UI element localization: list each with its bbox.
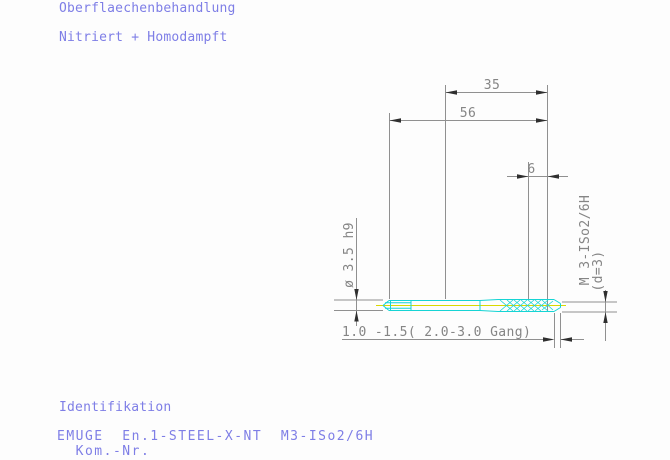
dim-label-56: 56 <box>460 106 476 121</box>
surface-treatment-value: Nitriert + Homodampft <box>59 30 228 45</box>
dim-label-35: 35 <box>484 78 500 93</box>
tap-tool-outline <box>382 299 561 312</box>
identification-heading: Identifikation <box>59 400 172 415</box>
dim-label-shank-diameter: ø 3.5 h9 <box>342 222 357 288</box>
dim-label-6: 6 <box>527 162 535 177</box>
identification-kom-nr: Kom.-Nr. <box>57 444 151 459</box>
dim-label-thread-note: (d=3) <box>591 250 606 291</box>
surface-treatment-heading: Oberflaechenbehandlung <box>59 1 236 16</box>
dim-label-chamfer: 1.0 -1.5( 2.0-3.0 Gang) <box>342 325 531 340</box>
dim-label-thread-spec: M 3-ISo2/6H <box>578 195 593 286</box>
thread-hatch-pattern <box>499 299 554 312</box>
extension-lines <box>334 85 617 348</box>
dimension-arrowheads <box>354 90 608 342</box>
identification-designation: EMUGE En.1-STEEL-X-NT M3-ISo2/6H <box>57 429 375 444</box>
dimension-lines <box>342 92 606 341</box>
